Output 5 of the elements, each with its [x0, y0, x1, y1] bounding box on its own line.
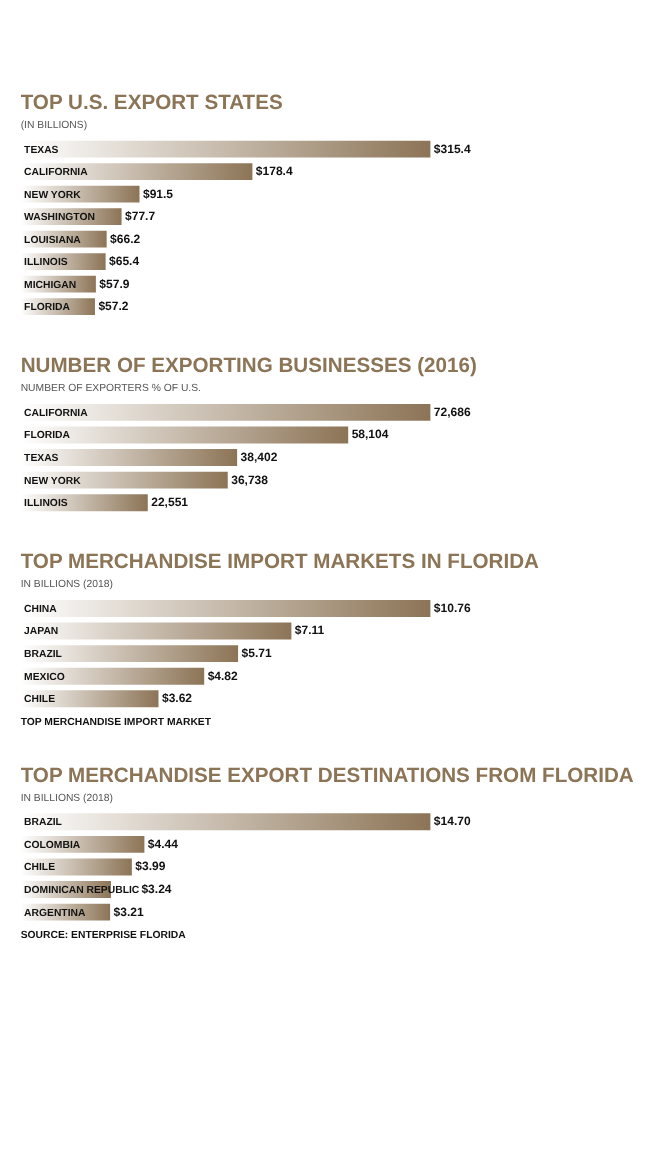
chart-title: TOP U.S. EXPORT STATES: [20, 93, 283, 116]
bar: [20, 858, 132, 876]
chart-title: NUMBER OF EXPORTING BUSINESSES (2016): [20, 356, 477, 379]
chart-title: TOP MERCHANDISE EXPORT DESTINATIONS FROM FLORIDA: [20, 765, 635, 788]
chart-title: TOP MERCHANDISE IMPORT MARKETS IN FLORIDA: [20, 552, 541, 575]
